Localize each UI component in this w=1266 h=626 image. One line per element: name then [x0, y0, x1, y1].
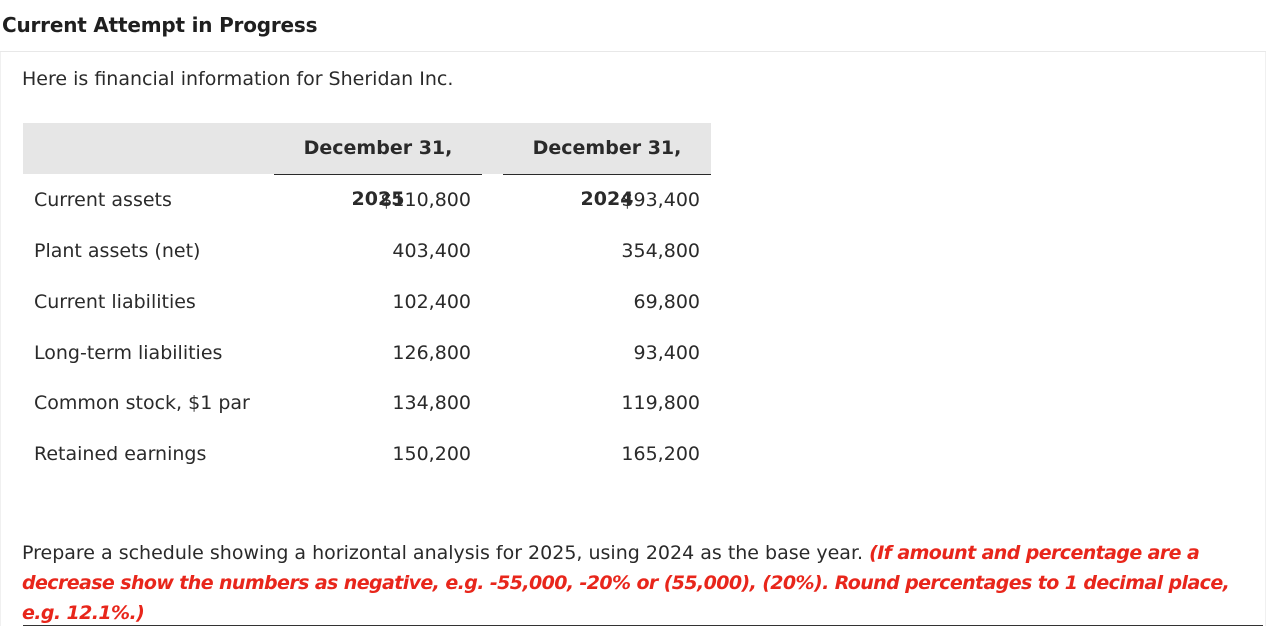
table-row: Current assets $110,800 $93,400 — [23, 175, 711, 225]
instructions-text: Prepare a schedule showing a horizontal … — [22, 542, 864, 564]
value-2024: 69,800 — [633, 291, 700, 313]
value-2025: $110,800 — [380, 189, 471, 211]
row-label: Retained earnings — [34, 443, 207, 465]
value-2025: 403,400 — [392, 240, 471, 262]
column-header-2024: December 31, 2024 — [503, 123, 711, 210]
value-2025: 134,800 — [392, 392, 471, 414]
table-row: Long-term liabilities 126,800 93,400 — [23, 328, 711, 378]
row-label: Current liabilities — [34, 291, 196, 313]
table-row: Common stock, $1 par 134,800 119,800 — [23, 378, 711, 428]
table-header — [23, 123, 711, 174]
intro-text: Here is financial information for Sherid… — [22, 68, 454, 90]
table-row: Retained earnings 150,200 165,200 — [23, 429, 711, 479]
value-2024: $93,400 — [621, 189, 700, 211]
instructions: Prepare a schedule showing a horizontal … — [22, 538, 1252, 626]
table-row: Plant assets (net) 403,400 354,800 — [23, 226, 711, 276]
table-row: Current liabilities 102,400 69,800 — [23, 277, 711, 327]
column-header-2025: December 31, 2025 — [274, 123, 482, 210]
value-2024: 93,400 — [633, 342, 700, 364]
question-content: Here is financial information for Sherid… — [0, 52, 1266, 626]
value-2024: 354,800 — [621, 240, 700, 262]
value-2025: 150,200 — [392, 443, 471, 465]
row-label: Plant assets (net) — [34, 240, 201, 262]
row-label: Current assets — [34, 189, 172, 211]
row-label: Long-term liabilities — [34, 342, 223, 364]
value-2024: 165,200 — [621, 443, 700, 465]
attempt-header: Current Attempt in Progress — [0, 0, 1266, 52]
row-label: Common stock, $1 par — [34, 392, 250, 414]
attempt-title: Current Attempt in Progress — [2, 13, 318, 37]
instructions-hint: (If amount and percentage are a decrease… — [22, 542, 1230, 624]
value-2025: 102,400 — [392, 291, 471, 313]
value-2025: 126,800 — [392, 342, 471, 364]
value-2024: 119,800 — [621, 392, 700, 414]
